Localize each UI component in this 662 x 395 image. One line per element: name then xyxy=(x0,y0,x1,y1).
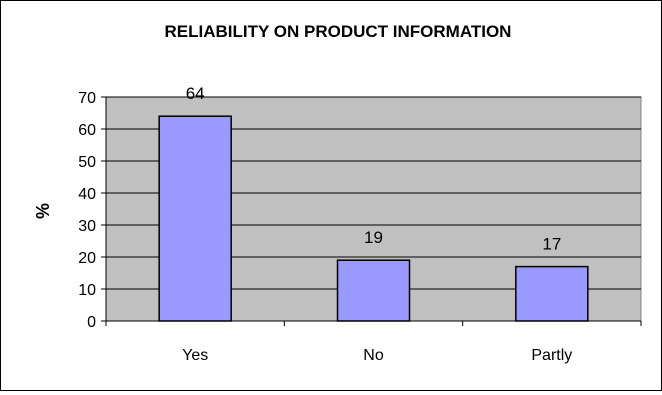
axes xyxy=(101,96,642,326)
y-tick-label: 0 xyxy=(87,314,96,331)
x-tick-labels: Yes No Partly xyxy=(182,347,572,364)
y-tick-label: 50 xyxy=(78,154,96,171)
data-label-yes: 64 xyxy=(186,84,205,103)
bars xyxy=(158,115,589,322)
y-tick-label: 30 xyxy=(78,218,96,235)
x-tick-label: Partly xyxy=(531,347,572,364)
data-label-no: 19 xyxy=(364,228,383,247)
x-tick-label: Yes xyxy=(182,347,208,364)
y-tick-label: 40 xyxy=(78,186,96,203)
y-tick-label: 20 xyxy=(78,250,96,267)
bar-partly xyxy=(515,265,589,322)
y-axis-label: % xyxy=(33,203,53,219)
x-tick-label: No xyxy=(363,347,384,364)
bar-no xyxy=(336,259,411,322)
y-tick-labels: 0 10 20 30 40 50 60 70 xyxy=(78,90,96,331)
y-tick-label: 10 xyxy=(78,282,96,299)
data-label-partly: 17 xyxy=(542,235,561,254)
data-labels: 64 19 17 xyxy=(186,84,562,253)
y-tick-label: 60 xyxy=(78,122,96,139)
chart-title: RELIABILITY ON PRODUCT INFORMATION xyxy=(165,22,512,41)
bar-yes xyxy=(158,115,232,322)
y-tick-label: 70 xyxy=(78,90,96,107)
